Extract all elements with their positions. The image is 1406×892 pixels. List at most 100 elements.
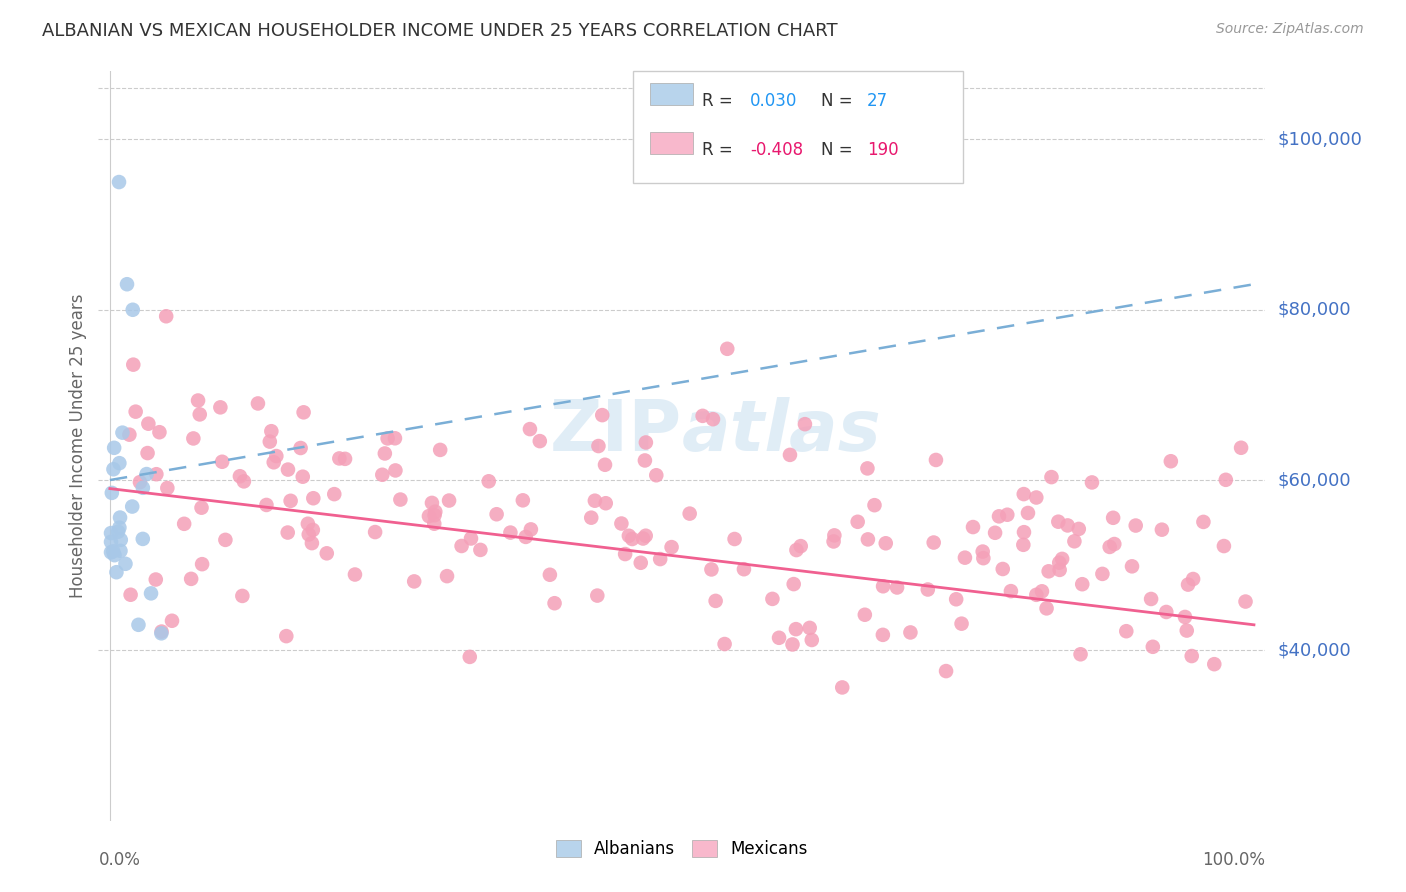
Point xyxy=(1098,540,1121,554)
Text: N =: N = xyxy=(821,92,858,110)
Point xyxy=(436,569,458,583)
Point xyxy=(1182,572,1205,586)
Point xyxy=(950,616,973,631)
Point xyxy=(1000,584,1022,599)
Point xyxy=(460,532,482,546)
Point xyxy=(692,409,714,423)
Point xyxy=(260,424,283,438)
Point xyxy=(145,573,167,587)
Point xyxy=(1031,584,1053,599)
Point xyxy=(593,458,616,472)
Point xyxy=(389,492,412,507)
Point xyxy=(148,425,170,440)
Point xyxy=(1047,556,1070,570)
Point xyxy=(121,302,143,317)
Point xyxy=(384,431,406,445)
Point xyxy=(180,572,202,586)
Point xyxy=(139,586,162,600)
Point xyxy=(591,408,613,422)
Point xyxy=(823,534,845,549)
Point xyxy=(991,562,1014,576)
Point xyxy=(478,475,501,489)
Point xyxy=(103,441,125,455)
Point xyxy=(259,434,281,449)
Point xyxy=(280,493,302,508)
Point xyxy=(529,434,551,449)
Text: $100,000: $100,000 xyxy=(1277,130,1362,148)
Point xyxy=(1049,563,1071,577)
Point xyxy=(733,562,755,576)
Point xyxy=(110,544,132,558)
Point xyxy=(1215,473,1237,487)
Point xyxy=(925,453,948,467)
Point xyxy=(583,493,606,508)
Point xyxy=(114,557,136,571)
Point xyxy=(713,637,735,651)
Point xyxy=(173,516,195,531)
Point xyxy=(145,467,167,482)
Point xyxy=(1175,624,1198,638)
Point xyxy=(160,614,183,628)
Point xyxy=(972,544,994,558)
Point xyxy=(634,435,657,450)
Point xyxy=(586,589,609,603)
Point xyxy=(831,681,853,695)
Point xyxy=(1056,518,1078,533)
Text: 100.0%: 100.0% xyxy=(1202,851,1265,869)
Text: R =: R = xyxy=(703,141,738,159)
Point xyxy=(962,520,984,534)
Point xyxy=(187,393,209,408)
Point xyxy=(886,581,908,595)
Point xyxy=(1102,510,1125,524)
Point xyxy=(872,579,894,593)
Point xyxy=(723,532,745,546)
Point xyxy=(716,342,738,356)
Point xyxy=(588,439,610,453)
Point xyxy=(214,533,236,547)
Point xyxy=(290,441,312,455)
Point xyxy=(121,500,143,514)
Point xyxy=(1160,454,1182,468)
Point xyxy=(132,532,155,546)
Point xyxy=(108,510,131,524)
Point xyxy=(581,510,603,524)
Point xyxy=(302,523,325,537)
Point xyxy=(263,455,285,469)
Point xyxy=(100,535,122,549)
Point xyxy=(298,527,321,541)
Point xyxy=(302,491,325,506)
Text: ALBANIAN VS MEXICAN HOUSEHOLDER INCOME UNDER 25 YEARS CORRELATION CHART: ALBANIAN VS MEXICAN HOUSEHOLDER INCOME U… xyxy=(42,22,838,40)
Point xyxy=(229,469,252,483)
Point xyxy=(100,526,122,541)
Point xyxy=(122,358,145,372)
Point xyxy=(853,607,876,622)
Point xyxy=(922,535,945,549)
Point xyxy=(1012,525,1035,540)
Text: $40,000: $40,000 xyxy=(1277,641,1351,659)
Point xyxy=(1115,624,1137,639)
Point xyxy=(115,277,138,292)
Point xyxy=(1063,534,1085,549)
Point xyxy=(972,551,994,566)
Point xyxy=(108,175,131,189)
Point xyxy=(645,468,668,483)
Point xyxy=(1050,552,1073,566)
Y-axis label: Householder Income Under 25 years: Householder Income Under 25 years xyxy=(69,293,87,599)
Point xyxy=(209,401,232,415)
Point xyxy=(543,596,565,610)
Point xyxy=(953,550,976,565)
Point xyxy=(610,516,633,531)
Point xyxy=(917,582,939,597)
Point xyxy=(211,455,233,469)
Point xyxy=(1025,588,1047,602)
Point xyxy=(256,498,278,512)
Point xyxy=(630,556,652,570)
Point xyxy=(702,412,724,426)
Point xyxy=(661,540,683,554)
Text: $80,000: $80,000 xyxy=(1277,301,1351,318)
Point xyxy=(1234,594,1257,608)
Point xyxy=(538,567,561,582)
Text: $60,000: $60,000 xyxy=(1277,471,1351,489)
Point xyxy=(374,446,396,460)
Point xyxy=(277,525,299,540)
